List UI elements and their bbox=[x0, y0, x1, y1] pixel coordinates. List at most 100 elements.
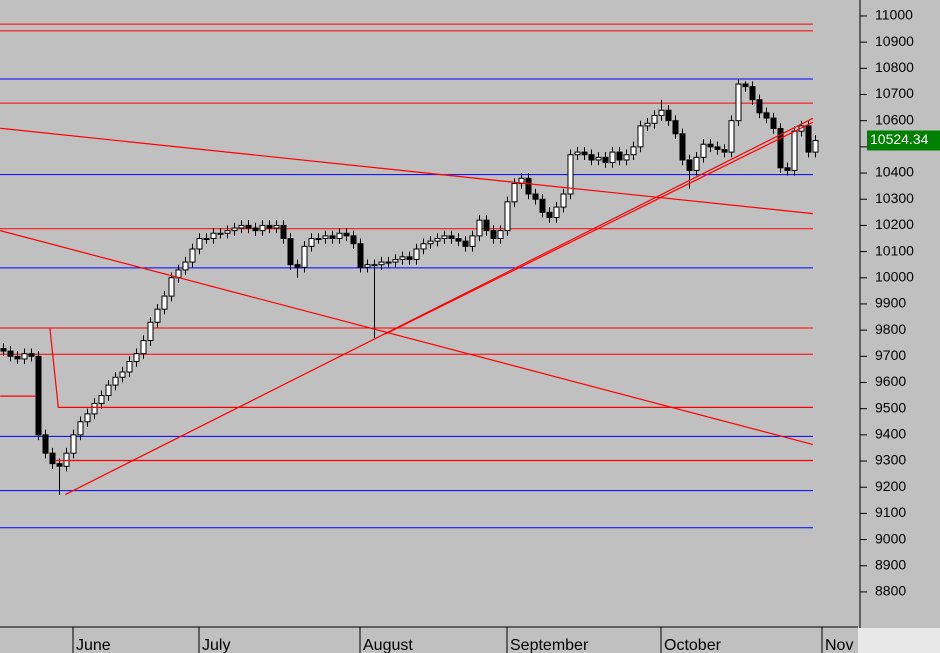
candle-body bbox=[210, 232, 217, 239]
candle-body bbox=[273, 224, 280, 229]
x-tick-label: September bbox=[510, 637, 589, 653]
candle-body bbox=[511, 183, 518, 203]
candle-body bbox=[231, 227, 238, 232]
x-tick-label: July bbox=[202, 637, 230, 653]
candle-body bbox=[637, 125, 644, 148]
candle-body bbox=[154, 308, 161, 323]
candle-body bbox=[735, 83, 742, 122]
candle-body bbox=[721, 148, 728, 153]
y-tick-label: 10100 bbox=[875, 242, 914, 258]
candle-body bbox=[70, 434, 77, 454]
candle-body bbox=[441, 235, 448, 239]
candle-body bbox=[469, 235, 476, 247]
candle-body bbox=[497, 230, 504, 239]
candle-body bbox=[567, 154, 574, 195]
candle-body bbox=[294, 264, 301, 268]
candle-body bbox=[539, 198, 546, 213]
candle-body bbox=[14, 355, 21, 360]
trendline bbox=[0, 230, 814, 446]
y-tick-label: 9900 bbox=[875, 295, 906, 311]
y-tick-label: 9100 bbox=[875, 504, 906, 520]
price-box bbox=[867, 130, 940, 151]
candle-body bbox=[763, 112, 770, 119]
candle-body bbox=[616, 151, 623, 161]
candle-body bbox=[462, 240, 469, 247]
candle-body bbox=[119, 371, 126, 378]
candle-body bbox=[266, 224, 273, 229]
y-tick-label: 9300 bbox=[875, 452, 906, 468]
candle-body bbox=[161, 295, 168, 310]
y-tick-label: 10700 bbox=[875, 85, 914, 101]
candle-body bbox=[245, 224, 252, 229]
candle-body bbox=[105, 384, 112, 397]
trendline bbox=[65, 117, 814, 496]
y-tick-label: 10200 bbox=[875, 216, 914, 232]
candle-body bbox=[630, 146, 637, 156]
candle-body bbox=[784, 167, 791, 171]
candle-body bbox=[63, 452, 70, 467]
axes: 8800 8900 9000 9100 9200 9300 9400 9500 9600 9700… bbox=[72, 7, 940, 653]
candle-body bbox=[707, 143, 714, 148]
candle-body bbox=[504, 201, 511, 232]
candle-body bbox=[413, 248, 420, 260]
trendline bbox=[0, 127, 813, 215]
candle-body bbox=[455, 237, 462, 242]
y-tick-label: 9000 bbox=[875, 530, 906, 546]
candle-body bbox=[98, 395, 105, 404]
candle-body bbox=[252, 227, 259, 232]
candle-body bbox=[21, 353, 28, 360]
candle-body bbox=[182, 261, 189, 271]
candle-body bbox=[189, 248, 196, 263]
candle-body bbox=[357, 243, 364, 268]
candle-body bbox=[672, 120, 679, 135]
candle-body bbox=[392, 258, 399, 263]
candle-body bbox=[84, 413, 91, 423]
x-tick-label: October bbox=[664, 637, 722, 653]
candle-body bbox=[308, 237, 315, 247]
candle-body bbox=[770, 117, 777, 130]
candle-body bbox=[280, 224, 287, 239]
candle-body bbox=[91, 402, 98, 415]
candle-body bbox=[644, 122, 651, 127]
candle-body bbox=[546, 211, 553, 219]
candle-body bbox=[49, 452, 56, 465]
candle-body bbox=[602, 156, 609, 164]
candle-body bbox=[728, 120, 735, 153]
candle-body bbox=[343, 232, 350, 237]
candle-body bbox=[777, 128, 784, 169]
candle-body bbox=[700, 143, 707, 158]
trendline bbox=[384, 121, 814, 335]
candle-body bbox=[259, 224, 266, 232]
y-tick-label: 10600 bbox=[875, 111, 914, 127]
candle-body bbox=[364, 264, 371, 268]
candle-body bbox=[686, 159, 693, 171]
candle-body bbox=[133, 353, 140, 363]
candle-body bbox=[553, 206, 560, 219]
candle-body bbox=[651, 114, 658, 124]
candle-body bbox=[336, 232, 343, 239]
candle-body bbox=[238, 224, 245, 229]
candle-body bbox=[476, 219, 483, 237]
candle-body bbox=[385, 261, 392, 264]
candle-body bbox=[301, 245, 308, 268]
candle-body bbox=[147, 321, 154, 342]
candle-body bbox=[35, 355, 42, 436]
x-tick-label: June bbox=[76, 637, 111, 653]
candle-body bbox=[329, 235, 336, 239]
candle-body bbox=[609, 151, 616, 164]
trendlines bbox=[0, 117, 814, 496]
candle-body bbox=[217, 232, 224, 235]
candle-body bbox=[7, 350, 14, 357]
price-label: 10524.34 bbox=[870, 131, 929, 147]
candle-body bbox=[203, 237, 210, 240]
y-tick-label: 10000 bbox=[875, 268, 914, 284]
y-tick-label: 10900 bbox=[875, 33, 914, 49]
candle-body bbox=[42, 434, 49, 454]
candle-body bbox=[0, 347, 7, 352]
candle-body bbox=[749, 86, 756, 101]
candle-body bbox=[406, 256, 413, 260]
candle-body bbox=[371, 264, 378, 267]
x-tick-label: August bbox=[363, 637, 413, 653]
candle-body bbox=[756, 99, 763, 114]
